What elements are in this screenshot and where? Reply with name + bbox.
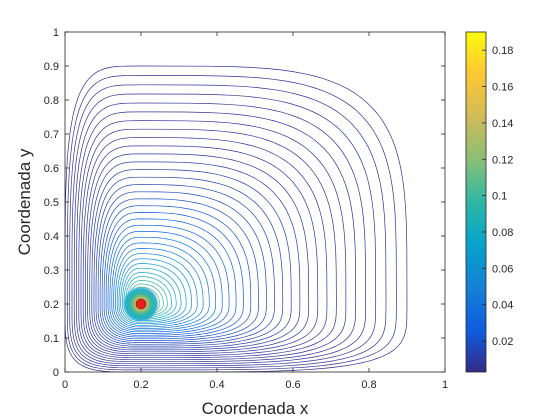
y-axis-title: Coordenada y	[15, 148, 34, 255]
contour-line	[76, 111, 357, 363]
y-tick-label: 0.2	[44, 299, 59, 311]
contour-line	[99, 198, 259, 341]
y-tick-label: 0.4	[44, 231, 59, 243]
contour-line	[115, 248, 204, 328]
contour-line	[69, 84, 387, 369]
colorbar-tick-label: 0.18	[492, 45, 513, 57]
contour-line	[101, 205, 252, 340]
colorbar-ticks: 0.02 0.04 0.06 0.08 0.1 0.12 0.14 0.16 0.18	[482, 45, 513, 348]
contour-line	[103, 212, 244, 338]
contour-line	[93, 176, 284, 347]
contour-line	[120, 263, 187, 323]
contour-line	[65, 65, 408, 372]
contour-line	[113, 242, 210, 329]
colorbar-tick-label: 0.14	[492, 118, 513, 130]
colorbar-tick-label: 0.1	[492, 191, 507, 203]
y-tick-label: 0.7	[44, 129, 59, 141]
colorbar-tick-label: 0.12	[492, 154, 513, 166]
x-tick-label: 0.8	[361, 379, 376, 391]
colorbar-tick-label: 0.02	[492, 336, 513, 348]
contour-line	[116, 253, 198, 326]
y-tick-label: 0.1	[44, 333, 59, 345]
x-axis-ticks: 0 0.2 0.4 0.6 0.8 1	[62, 32, 448, 391]
contour-line	[89, 161, 301, 351]
y-tick-label: 0.3	[44, 265, 59, 277]
y-tick-label: 0.8	[44, 95, 59, 107]
y-tick-label: 0.5	[44, 197, 59, 209]
contour-line	[111, 236, 216, 331]
contour-line	[107, 224, 230, 334]
y-tick-label: 0.6	[44, 163, 59, 175]
colorbar-tick-label: 0.08	[492, 227, 513, 239]
colorbar-tick-label: 0.04	[492, 300, 513, 312]
contour-line	[95, 184, 275, 345]
y-axis-ticks: 0 0.1 0.2 0.3 0.4 0.5 0.6 0.7 0.8 0.9 1	[44, 27, 445, 379]
x-tick-label: 1	[442, 379, 448, 391]
y-tick-label: 0.9	[44, 61, 59, 73]
colorbar-tick-label: 0.06	[492, 263, 513, 275]
x-tick-label: 0.2	[133, 379, 148, 391]
contour-line	[85, 145, 319, 355]
contour-line	[80, 128, 337, 359]
contour-line	[121, 267, 182, 322]
contour-line	[73, 102, 366, 365]
contour-line	[82, 137, 328, 357]
y-tick-label: 1	[53, 27, 59, 39]
contour-line	[91, 169, 292, 349]
contour-line	[109, 230, 223, 333]
contour-line	[87, 153, 310, 353]
contour-line	[118, 258, 192, 325]
x-tick-label: 0.4	[209, 379, 224, 391]
contour-line	[97, 191, 267, 343]
contour-line	[71, 93, 377, 367]
y-tick-label: 0	[53, 367, 59, 379]
x-tick-label: 0	[62, 379, 68, 391]
colorbar	[465, 31, 487, 373]
x-tick-label: 0.6	[285, 379, 300, 391]
x-axis-title: Coordenada x	[202, 399, 309, 418]
contour-line	[78, 120, 347, 361]
colorbar-tick-label: 0.16	[492, 82, 513, 94]
contour-line	[105, 218, 237, 336]
source-point-marker	[135, 298, 147, 310]
